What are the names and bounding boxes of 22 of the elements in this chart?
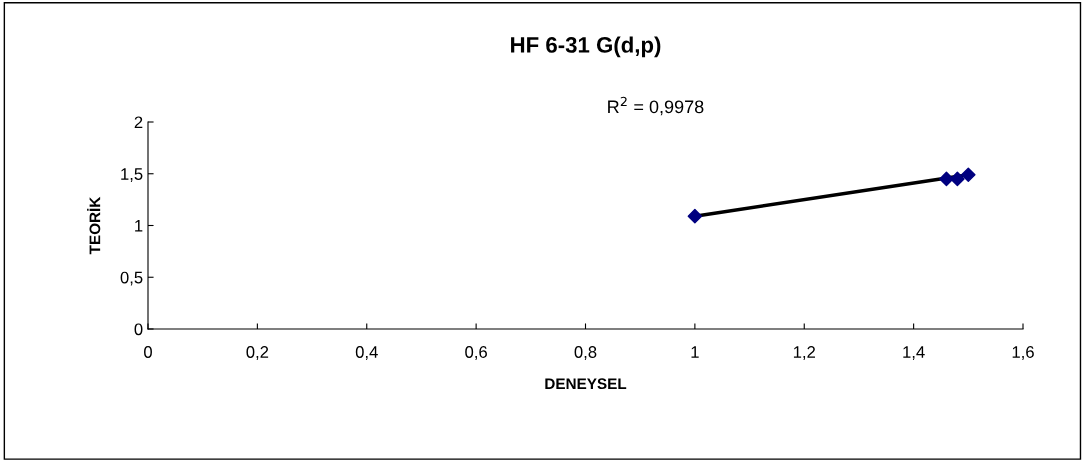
- x-tick-label: 1,2: [793, 346, 815, 360]
- y-tick-label: 0,5: [120, 271, 143, 286]
- point: [950, 171, 965, 187]
- point: [961, 167, 976, 183]
- y-tick-label: 2: [134, 116, 143, 129]
- y-tick-label: 1,5: [121, 168, 143, 182]
- point: [687, 208, 703, 224]
- y-axis-title: TEORİK: [87, 196, 101, 255]
- x-axis-title: DENEYSEL: [545, 378, 627, 390]
- y-tick-label: 0: [134, 323, 143, 336]
- x-tick-label: 0: [144, 346, 152, 358]
- x-tick-label: 1,6: [1012, 346, 1034, 360]
- x-tick-label: 1,4: [903, 346, 925, 360]
- text: R$^{2}$ = 0,9978: [608, 96, 704, 116]
- x-tick-label: 0,2: [246, 346, 269, 360]
- point: [939, 171, 954, 187]
- x-tick-label: 0,4: [355, 346, 378, 360]
- x-tick-label: 0,6: [465, 346, 487, 360]
- x-tick-label: 1: [691, 346, 699, 358]
- chart-title: HF 6-31 G(d,p): [511, 36, 661, 58]
- x-tick-label: 0,8: [574, 346, 597, 360]
- y-tick-label: 1: [135, 220, 143, 232]
